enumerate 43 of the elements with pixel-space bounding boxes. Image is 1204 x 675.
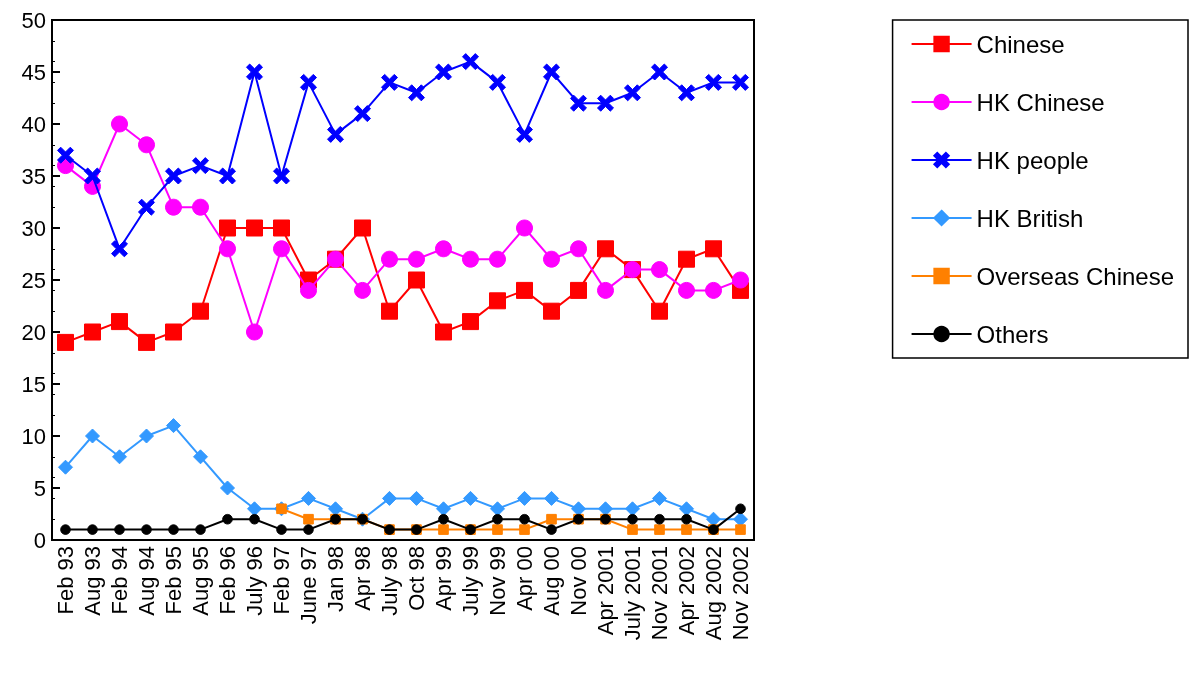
legend-label: Overseas Chinese — [976, 262, 1175, 290]
x-tick-label: Apr 2001 — [593, 546, 618, 636]
x-tick-label: Aug 00 — [539, 546, 564, 616]
x-tick-label: July 98 — [377, 546, 402, 616]
x-tick-label: Apr 00 — [512, 546, 537, 611]
y-tick-label: 5 — [33, 475, 46, 501]
x-tick-label: Apr 2002 — [674, 546, 699, 636]
x-tick-label: Aug 93 — [80, 546, 105, 616]
x-tick-label: July 96 — [242, 546, 267, 616]
y-tick-label: 30 — [21, 215, 46, 241]
x-tick-label: July 2001 — [620, 546, 645, 641]
y-tick-label: 35 — [21, 163, 46, 189]
legend-label: HK people — [976, 146, 1089, 174]
legend-label: HK British — [976, 204, 1084, 232]
legend-label: Chinese — [976, 30, 1065, 58]
y-tick-label: 20 — [21, 319, 46, 345]
y-tick-label: 50 — [21, 7, 46, 33]
x-tick-label: Jan 98 — [323, 546, 348, 613]
x-tick-label: June 97 — [296, 546, 321, 625]
legend-label: Others — [976, 320, 1049, 348]
x-tick-label: Nov 99 — [485, 546, 510, 616]
y-tick-label: 0 — [33, 527, 46, 553]
x-tick-label: Feb 96 — [215, 546, 240, 615]
y-tick-label: 40 — [21, 111, 46, 137]
x-tick-label: Feb 97 — [269, 546, 294, 615]
x-tick-label: Aug 94 — [134, 546, 159, 616]
x-tick-label: Feb 94 — [107, 546, 132, 615]
y-tick-label: 45 — [21, 59, 46, 85]
y-tick-label: 25 — [21, 267, 46, 293]
legend-label: HK Chinese — [976, 88, 1105, 116]
x-tick-label: Nov 2002 — [728, 546, 753, 641]
x-tick-label: July 99 — [458, 546, 483, 616]
x-tick-label: Nov 00 — [566, 546, 591, 616]
x-tick-label: Apr 98 — [350, 546, 375, 611]
x-tick-label: Oct 98 — [404, 546, 429, 611]
x-tick-label: Feb 93 — [53, 546, 78, 615]
x-tick-label: Aug 2002 — [701, 546, 726, 641]
x-tick-label: Aug 95 — [188, 546, 213, 616]
y-tick-label: 15 — [21, 371, 46, 397]
x-tick-label: Feb 95 — [161, 546, 186, 615]
x-tick-label: Apr 99 — [431, 546, 456, 611]
x-tick-label: Nov 2001 — [647, 546, 672, 641]
y-tick-label: 10 — [21, 423, 46, 449]
